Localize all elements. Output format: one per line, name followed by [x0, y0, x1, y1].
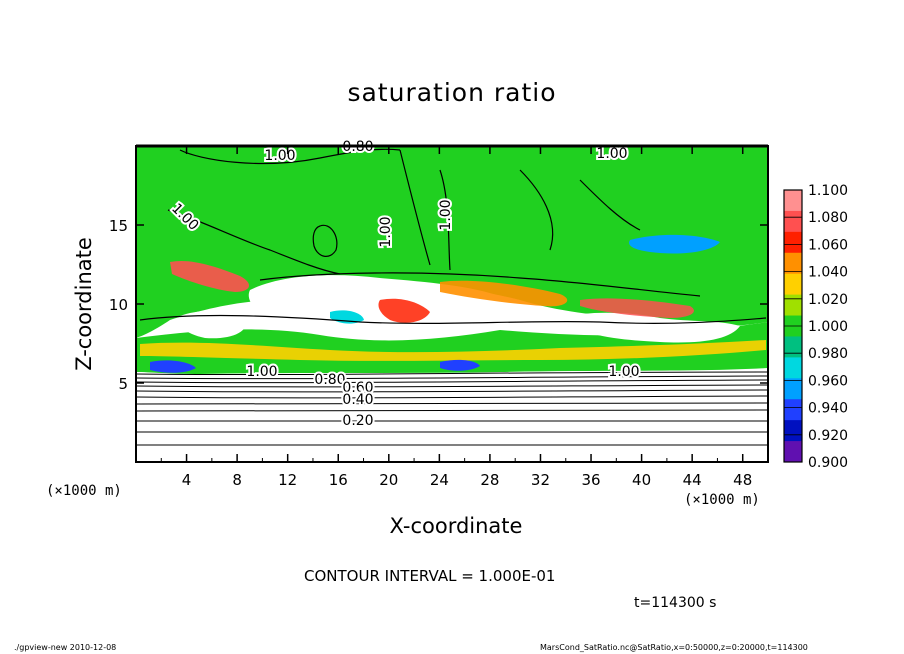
contour-label: 1.00 — [596, 146, 627, 162]
x-tick-label-20: 20 — [379, 471, 398, 489]
contour-label: 0.20 — [342, 413, 373, 429]
contour-label-halo: 0.80 — [314, 372, 345, 388]
colorbar-label: 1.100 — [808, 183, 848, 199]
y-tick-label-10: 10 — [109, 296, 128, 314]
colorbar-swatch — [784, 336, 802, 358]
x-tick-label-44: 44 — [683, 471, 702, 489]
field-region-supersat-3 — [378, 298, 430, 323]
colorbar-label: 0.940 — [808, 401, 848, 417]
y-axis-unit: (×1000 m) — [46, 483, 122, 499]
x-tick-label-28: 28 — [480, 471, 499, 489]
contour-label: 0.80 — [314, 372, 345, 388]
contour-label: 1.00 — [264, 148, 295, 164]
colorbar-swatch — [784, 441, 802, 463]
colorbar-swatch — [784, 252, 802, 275]
x-tick-label-32: 32 — [531, 471, 550, 489]
contour-lines-lower — [136, 371, 768, 446]
colorbar-label: 0.900 — [808, 455, 848, 471]
x-tick-label-8: 8 — [232, 471, 242, 489]
x-tick-label-16: 16 — [329, 471, 348, 489]
y-tick-label-15: 15 — [109, 217, 128, 235]
contour-label: 1.00 — [378, 216, 394, 247]
y-axis: 5 10 15 — [109, 217, 768, 393]
contour-label-halo: 1.00 — [608, 364, 639, 380]
field-region-supersat-5 — [580, 298, 694, 318]
colorbar: 1.100 1.080 1.060 1.040 1.020 1.000 0.980 0.960… — [783, 183, 848, 471]
x-tick-label-4: 4 — [182, 471, 192, 489]
field-region-lower-band — [136, 322, 768, 374]
colorbar-label: 0.920 — [808, 428, 848, 444]
colorbar-label: 1.000 — [808, 319, 848, 335]
colorbar-swatch — [784, 378, 802, 400]
contour-label-halo: 0.40 — [342, 392, 373, 408]
colorbar-label: 1.040 — [808, 265, 848, 281]
field-region-clear-3 — [560, 312, 740, 343]
colorbar-swatch — [784, 231, 802, 254]
time-label: t=114300 s — [634, 595, 717, 611]
contour-label: 1.00 — [246, 364, 277, 380]
contour-interval-note: CONTOUR INTERVAL = 1.000E-01 — [304, 567, 556, 585]
contour-label-halo: 1.00 — [378, 216, 394, 247]
colorbar-label: 0.960 — [808, 373, 848, 389]
x-tick-label-36: 36 — [581, 471, 600, 489]
colorbar-swatch — [784, 294, 802, 317]
field-region-clear-2 — [178, 311, 246, 339]
x-tick-label-40: 40 — [632, 471, 651, 489]
x-axis-unit: (×1000 m) — [684, 492, 760, 508]
footer-right: MarsCond_SatRatio.nc@SatRatio,x=0:50000,… — [540, 643, 808, 652]
field-region-supersat-4 — [140, 340, 766, 361]
contour-label: 1.00 — [608, 364, 639, 380]
x-axis: 4 8 12 16 20 24 28 32 36 40 44 48 — [160, 146, 752, 489]
field-region-supersat-1 — [170, 260, 250, 292]
colorbar-label: 1.060 — [808, 237, 848, 253]
field-region-subsat-1 — [629, 234, 720, 254]
chart-title: saturation ratio — [347, 78, 557, 107]
y-tick-label-5: 5 — [118, 375, 128, 393]
footer-left: ./gpview-new 2010-12-08 — [14, 643, 117, 652]
field-region-supersat-2 — [440, 280, 568, 307]
field-region-subsat-2 — [150, 360, 196, 373]
colorbar-swatch — [784, 399, 802, 421]
x-tick-label-24: 24 — [430, 471, 449, 489]
colorbar-label: 1.020 — [808, 292, 848, 308]
colorbar-label: 1.080 — [808, 210, 848, 226]
contour-label: 0.40 — [342, 392, 373, 408]
field-region-subsat-4 — [440, 359, 480, 371]
colorbar-swatch — [784, 210, 802, 233]
x-tick-label-48: 48 — [733, 471, 752, 489]
x-tick-label-12: 12 — [278, 471, 297, 489]
plot-area — [136, 146, 768, 462]
x-axis-label: X-coordinate — [389, 514, 523, 538]
colorbar-label: 0.980 — [808, 346, 848, 362]
contour-lines-upper — [139, 148, 767, 325]
contour-label-halo: 0.20 — [342, 413, 373, 429]
colorbar-swatch — [784, 190, 802, 212]
colorbar-swatch — [784, 273, 802, 296]
contour-label: 1.00 — [438, 199, 454, 230]
contour-label-halo: 1.00 — [246, 364, 277, 380]
contour-label-halo: 1.00 — [438, 199, 454, 230]
contour-label: 0.60 — [342, 380, 373, 396]
contour-label-halo: 0.60 — [342, 380, 373, 396]
colorbar-swatch — [784, 420, 802, 442]
colorbar-swatch — [784, 357, 802, 379]
contour-label-halo: 1.00 — [596, 146, 627, 162]
